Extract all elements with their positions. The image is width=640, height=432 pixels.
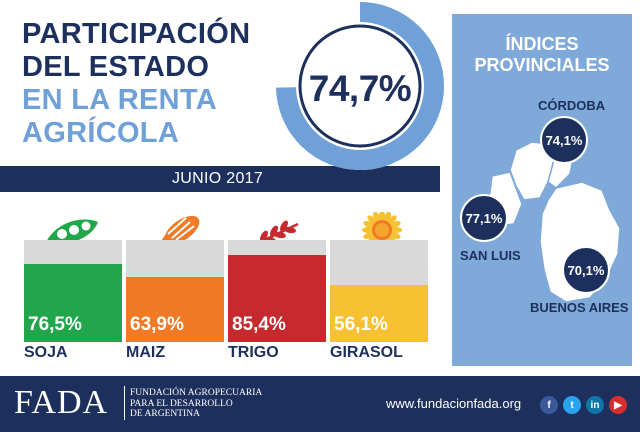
- province-value-buenos-aires: 70,1%: [562, 246, 610, 294]
- title-line-2: DEL ESTADO: [22, 51, 210, 83]
- title-line-1: PARTICIPACIÓN: [22, 18, 251, 50]
- crop-bar-bg: 56,1%: [330, 240, 428, 342]
- fada-subtitle-line-2: PARA EL DESARROLLO: [130, 398, 233, 409]
- sunflower-petal: [379, 212, 385, 222]
- sunflower-petal: [387, 215, 397, 225]
- sunflower-petal: [362, 227, 374, 233]
- title-line-4: AGRÍCOLA: [22, 117, 180, 149]
- soy-pod-icon: [46, 219, 98, 244]
- total-value: 74,7%: [308, 68, 412, 109]
- linkedin-icon[interactable]: in: [586, 396, 604, 414]
- province-name-san-luis: SAN LUIS: [460, 248, 521, 263]
- crop-bar-fill: [24, 263, 122, 342]
- date-band: JUNIO 2017: [0, 166, 440, 192]
- title-block: PARTICIPACIÓN DEL ESTADO EN LA RENTA AGR…: [22, 18, 312, 150]
- fada-subtitle-line-3: DE ARGENTINA: [130, 409, 200, 419]
- crop-value: 56,1%: [334, 314, 388, 335]
- provinces-title: ÍNDICES PROVINCIALES: [452, 34, 632, 76]
- logo-divider: [124, 386, 125, 420]
- fada-subtitle-line-1: FUNDACIÓN AGROPECUARIA: [130, 388, 263, 398]
- sunflower-petal: [373, 212, 381, 223]
- crop-bar-bg: 85,4%: [228, 240, 326, 342]
- title-line-3: EN LA RENTA: [22, 84, 218, 116]
- gauge-arc: [276, 2, 444, 170]
- sunflower-petal: [363, 231, 375, 239]
- sunflower-petal: [367, 215, 377, 225]
- provinces-title-line-2: PROVINCIALES: [474, 55, 610, 75]
- fada-logo: FADA: [14, 384, 109, 421]
- website-link[interactable]: www.fundacionfada.org: [386, 396, 522, 411]
- crop-bar-fill: [126, 276, 224, 342]
- sunflower-petal: [389, 221, 401, 229]
- fada-subtitle: FUNDACIÓN AGROPECUARIA PARA EL DESARROLL…: [130, 388, 262, 420]
- date-label: JUNIO 2017: [172, 170, 264, 187]
- provinces-panel: ÍNDICES PROVINCIALES CÓRDOBA 74,1% 77,1%…: [452, 14, 632, 366]
- crop-value: 85,4%: [232, 314, 286, 335]
- province-value-san-luis: 77,1%: [460, 194, 508, 242]
- crop-value: 63,9%: [130, 314, 184, 335]
- crop-name: TRIGO: [228, 344, 279, 361]
- crop-bar-fill: [330, 284, 428, 342]
- crop-name: MAIZ: [126, 344, 166, 361]
- twitter-icon[interactable]: t: [563, 396, 581, 414]
- provinces-title-line-1: ÍNDICES: [505, 34, 579, 54]
- gauge-face: [298, 24, 422, 148]
- crop-value: 76,5%: [28, 314, 82, 335]
- crop-bar-bg: 63,9%: [126, 240, 224, 342]
- province-name-buenos-aires: BUENOS AIRES: [530, 300, 629, 315]
- crop-name: GIRASOL: [330, 344, 403, 361]
- province-value-cordoba: 74,1%: [540, 116, 588, 164]
- crop-bar-fill: [228, 254, 326, 342]
- sunflower-petal: [390, 227, 402, 233]
- youtube-icon[interactable]: ▶: [609, 396, 627, 414]
- facebook-icon[interactable]: f: [540, 396, 558, 414]
- crop-name: SOJA: [24, 344, 68, 361]
- footer: FADA FUNDACIÓN AGROPECUARIA PARA EL DESA…: [0, 376, 640, 432]
- total-gauge: [276, 2, 444, 170]
- province-name-cordoba: CÓRDOBA: [538, 98, 606, 113]
- crop-bar-bg: 76,5%: [24, 240, 122, 342]
